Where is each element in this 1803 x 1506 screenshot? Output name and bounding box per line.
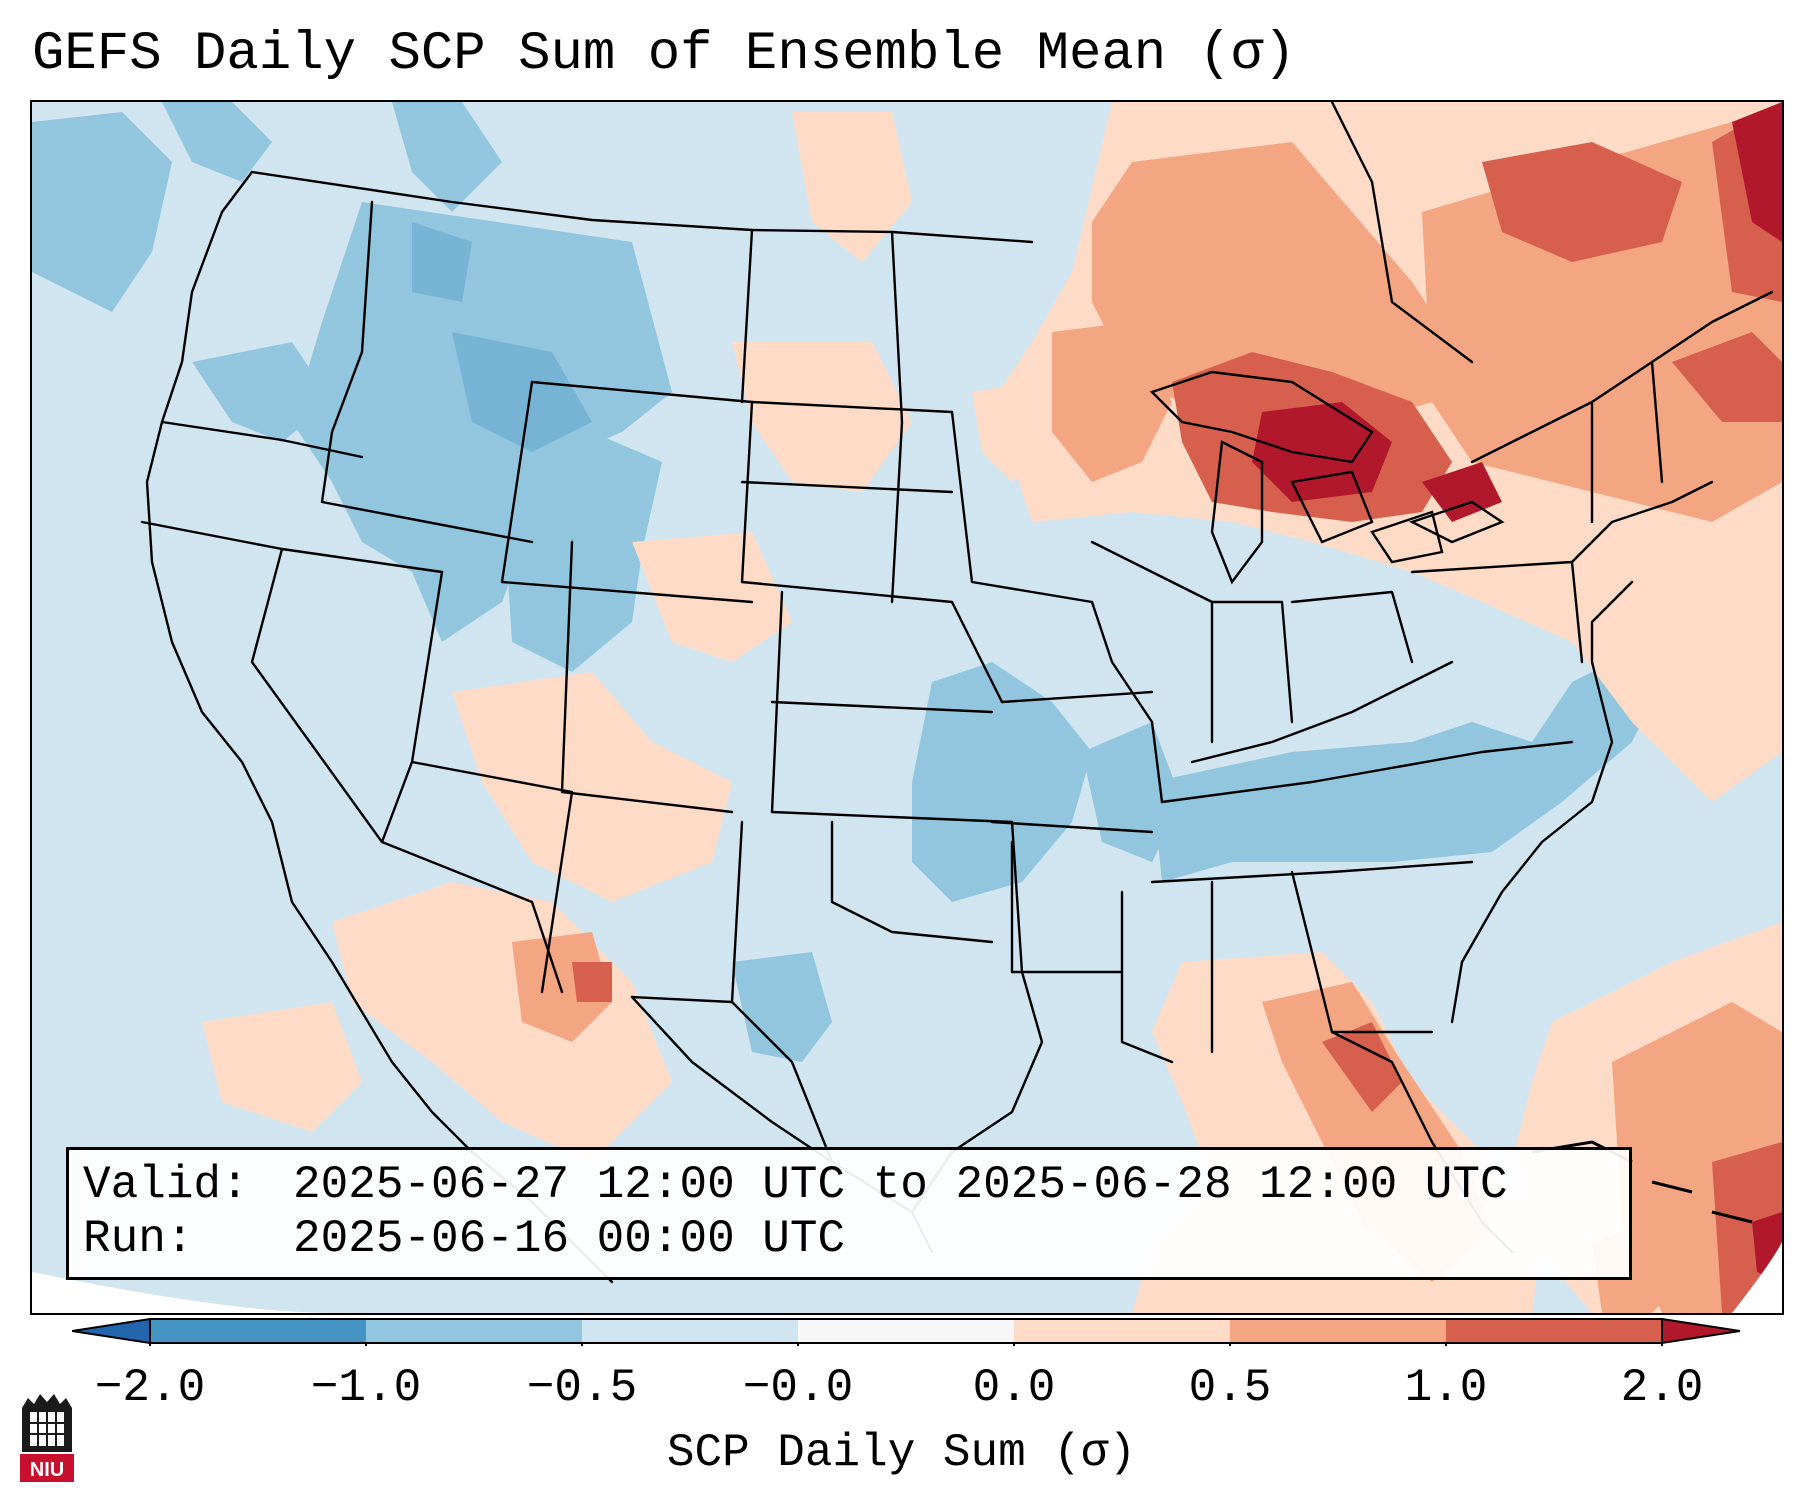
niu-logo: NIU [20, 1394, 74, 1482]
colorbar-segment-2 [366, 1319, 582, 1343]
map-title: GEFS Daily SCP Sum of Ensemble Mean (σ) [32, 24, 1296, 85]
colorbar-tick-label: −0.5 [526, 1362, 638, 1414]
colorbar-extend-high [1661, 1317, 1740, 1345]
run-label: Run: [83, 1213, 194, 1265]
colorbar-tick-label: −2.0 [94, 1362, 206, 1414]
colorbar-extend-low [72, 1317, 151, 1345]
colorbar-ticks [149, 1343, 1663, 1346]
scp-map [32, 102, 1782, 1313]
colorbar-segment-4 [798, 1319, 1014, 1343]
valid-label: Valid: [83, 1159, 249, 1211]
colorbar-tick-label: −1.0 [310, 1362, 422, 1414]
colorbar-segment-3 [582, 1319, 798, 1343]
colorbar-tick-label: 0.5 [1188, 1362, 1272, 1414]
run-line: Run: 2025-06-16 00:00 UTC [83, 1212, 1615, 1266]
stronger-negative-patches [412, 222, 592, 452]
colorbar-tick-label: 0.0 [972, 1362, 1056, 1414]
very-strong-positive-areas [1252, 102, 1782, 1282]
colorbar-segment-5 [1014, 1319, 1230, 1343]
map-panel [30, 100, 1784, 1315]
valid-line: Valid: 2025-06-27 12:00 UTC to 2025-06-28… [83, 1158, 1615, 1212]
run-value: 2025-06-16 00:00 UTC [293, 1213, 846, 1265]
great-lakes [1149, 370, 1505, 585]
projection-edge-right [1732, 1242, 1782, 1313]
colorbar-tick-label: 1.0 [1404, 1362, 1488, 1414]
logo-text: NIU [30, 1459, 64, 1481]
projection-edge [32, 1272, 332, 1313]
colorbar-outline [149, 1318, 1663, 1344]
colorbar-tick-label: −0.0 [742, 1362, 854, 1414]
colorbar-label: SCP Daily Sum (σ) [666, 1427, 1137, 1479]
colorbar-segment-6 [1230, 1319, 1446, 1343]
colorbar [72, 1317, 1740, 1346]
colorbar-tick-label: 2.0 [1620, 1362, 1704, 1414]
valid-value: 2025-06-27 12:00 UTC to 2025-06-28 12:00… [293, 1159, 1508, 1211]
colorbar-segment-1 [150, 1319, 366, 1343]
colorbar-segment-7 [1446, 1319, 1662, 1343]
valid-time-box: Valid: 2025-06-27 12:00 UTC to 2025-06-28… [66, 1147, 1632, 1280]
